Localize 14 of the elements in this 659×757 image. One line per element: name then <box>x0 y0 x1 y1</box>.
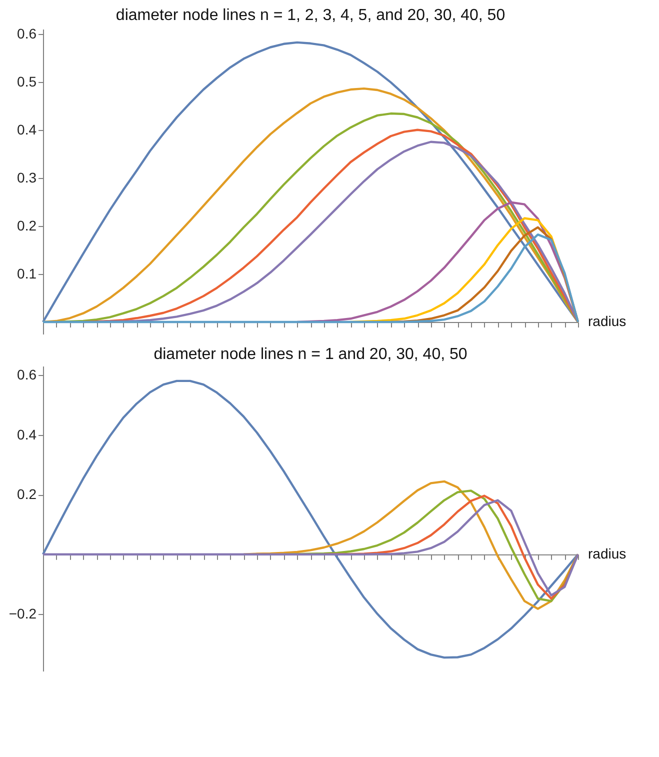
y-tick-label: 0.6 <box>17 366 37 382</box>
y-tick-label: 0.1 <box>17 265 37 282</box>
y-tick-label: 0.3 <box>17 169 37 186</box>
y-tick-label: 0.4 <box>17 426 37 442</box>
y-tick-label: 0.4 <box>17 121 37 138</box>
x-axis-title: radius <box>588 312 626 329</box>
y-tick-label: 0.5 <box>17 73 37 90</box>
chart-title: diameter node lines n = 1, 2, 3, 4, 5, and 20, 30, 40, 50 <box>116 6 506 24</box>
chart-title: diameter node lines n = 1 and 20, 30, 40, 50 <box>154 346 468 363</box>
y-tick-label: 0.6 <box>17 25 37 42</box>
y-tick-label: −0.2 <box>8 606 37 622</box>
x-axis-title: radius <box>588 545 626 562</box>
y-tick-label: 0.2 <box>17 486 37 502</box>
y-tick-label: 0.2 <box>17 217 37 234</box>
